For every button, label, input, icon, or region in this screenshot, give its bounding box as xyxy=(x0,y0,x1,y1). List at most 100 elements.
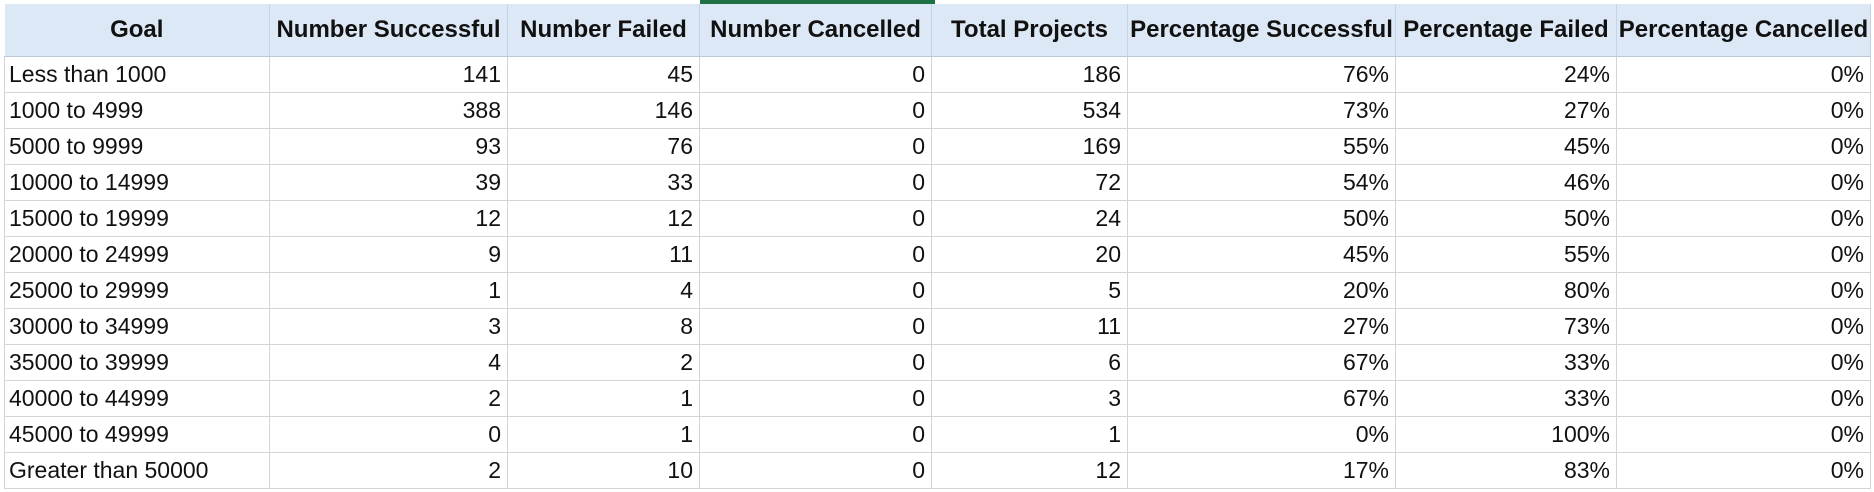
percentage-cancelled-cell[interactable]: 0% xyxy=(1616,236,1871,273)
header-number-failed[interactable]: Number Failed xyxy=(507,4,700,57)
header-percentage-successful[interactable]: Percentage Successful xyxy=(1127,4,1396,57)
total-projects-cell[interactable]: 5 xyxy=(931,272,1128,309)
number-cancelled-cell[interactable]: 0 xyxy=(699,380,932,417)
percentage-failed-cell[interactable]: 46% xyxy=(1395,164,1617,201)
percentage-successful-cell[interactable]: 17% xyxy=(1127,452,1396,489)
percentage-successful-cell[interactable]: 50% xyxy=(1127,200,1396,237)
percentage-successful-cell[interactable]: 54% xyxy=(1127,164,1396,201)
total-projects-cell[interactable]: 3 xyxy=(931,380,1128,417)
percentage-cancelled-cell[interactable]: 0% xyxy=(1616,200,1871,237)
header-percentage-cancelled[interactable]: Percentage Cancelled xyxy=(1616,4,1871,57)
number-failed-cell[interactable]: 76 xyxy=(507,128,700,165)
percentage-cancelled-cell[interactable]: 0% xyxy=(1616,164,1871,201)
total-projects-cell[interactable]: 169 xyxy=(931,128,1128,165)
number-successful-cell[interactable]: 388 xyxy=(269,92,508,129)
goal-cell[interactable]: 5000 to 9999 xyxy=(4,128,270,165)
percentage-successful-cell[interactable]: 67% xyxy=(1127,380,1396,417)
goal-cell[interactable]: 1000 to 4999 xyxy=(4,92,270,129)
goal-cell[interactable]: 35000 to 39999 xyxy=(4,344,270,381)
percentage-failed-cell[interactable]: 33% xyxy=(1395,344,1617,381)
number-cancelled-cell[interactable]: 0 xyxy=(699,272,932,309)
number-successful-cell[interactable]: 4 xyxy=(269,344,508,381)
percentage-failed-cell[interactable]: 50% xyxy=(1395,200,1617,237)
total-projects-cell[interactable]: 72 xyxy=(931,164,1128,201)
percentage-failed-cell[interactable]: 55% xyxy=(1395,236,1617,273)
percentage-failed-cell[interactable]: 33% xyxy=(1395,380,1617,417)
percentage-failed-cell[interactable]: 100% xyxy=(1395,416,1617,453)
number-cancelled-cell[interactable]: 0 xyxy=(699,308,932,345)
percentage-failed-cell[interactable]: 83% xyxy=(1395,452,1617,489)
percentage-failed-cell[interactable]: 45% xyxy=(1395,128,1617,165)
percentage-cancelled-cell[interactable]: 0% xyxy=(1616,92,1871,129)
percentage-failed-cell[interactable]: 80% xyxy=(1395,272,1617,309)
percentage-failed-cell[interactable]: 24% xyxy=(1395,56,1617,93)
goal-cell[interactable]: 40000 to 44999 xyxy=(4,380,270,417)
number-cancelled-cell[interactable]: 0 xyxy=(699,236,932,273)
number-cancelled-cell[interactable]: 0 xyxy=(699,128,932,165)
number-failed-cell[interactable]: 1 xyxy=(507,416,700,453)
total-projects-cell[interactable]: 24 xyxy=(931,200,1128,237)
goal-cell[interactable]: 30000 to 34999 xyxy=(4,308,270,345)
goal-cell[interactable]: 15000 to 19999 xyxy=(4,200,270,237)
total-projects-cell[interactable]: 186 xyxy=(931,56,1128,93)
percentage-cancelled-cell[interactable]: 0% xyxy=(1616,128,1871,165)
percentage-cancelled-cell[interactable]: 0% xyxy=(1616,344,1871,381)
number-failed-cell[interactable]: 10 xyxy=(507,452,700,489)
number-failed-cell[interactable]: 33 xyxy=(507,164,700,201)
percentage-cancelled-cell[interactable]: 0% xyxy=(1616,272,1871,309)
percentage-successful-cell[interactable]: 0% xyxy=(1127,416,1396,453)
number-failed-cell[interactable]: 11 xyxy=(507,236,700,273)
percentage-successful-cell[interactable]: 76% xyxy=(1127,56,1396,93)
number-failed-cell[interactable]: 146 xyxy=(507,92,700,129)
number-failed-cell[interactable]: 12 xyxy=(507,200,700,237)
number-cancelled-cell[interactable]: 0 xyxy=(699,164,932,201)
percentage-cancelled-cell[interactable]: 0% xyxy=(1616,56,1871,93)
goal-cell[interactable]: 25000 to 29999 xyxy=(4,272,270,309)
total-projects-cell[interactable]: 12 xyxy=(931,452,1128,489)
number-cancelled-cell[interactable]: 0 xyxy=(699,416,932,453)
number-successful-cell[interactable]: 3 xyxy=(269,308,508,345)
percentage-cancelled-cell[interactable]: 0% xyxy=(1616,452,1871,489)
percentage-successful-cell[interactable]: 55% xyxy=(1127,128,1396,165)
header-percentage-failed[interactable]: Percentage Failed xyxy=(1395,4,1617,57)
number-cancelled-cell[interactable]: 0 xyxy=(699,344,932,381)
number-failed-cell[interactable]: 2 xyxy=(507,344,700,381)
number-failed-cell[interactable]: 4 xyxy=(507,272,700,309)
number-successful-cell[interactable]: 0 xyxy=(269,416,508,453)
goal-cell[interactable]: 10000 to 14999 xyxy=(4,164,270,201)
goal-cell[interactable]: 45000 to 49999 xyxy=(4,416,270,453)
total-projects-cell[interactable]: 1 xyxy=(931,416,1128,453)
number-cancelled-cell[interactable]: 0 xyxy=(699,92,932,129)
number-successful-cell[interactable]: 2 xyxy=(269,380,508,417)
percentage-failed-cell[interactable]: 73% xyxy=(1395,308,1617,345)
total-projects-cell[interactable]: 6 xyxy=(931,344,1128,381)
percentage-cancelled-cell[interactable]: 0% xyxy=(1616,380,1871,417)
number-cancelled-cell[interactable]: 0 xyxy=(699,56,932,93)
total-projects-cell[interactable]: 20 xyxy=(931,236,1128,273)
number-successful-cell[interactable]: 93 xyxy=(269,128,508,165)
percentage-successful-cell[interactable]: 20% xyxy=(1127,272,1396,309)
number-successful-cell[interactable]: 141 xyxy=(269,56,508,93)
goal-cell[interactable]: 20000 to 24999 xyxy=(4,236,270,273)
percentage-successful-cell[interactable]: 67% xyxy=(1127,344,1396,381)
number-cancelled-cell[interactable]: 0 xyxy=(699,452,932,489)
number-failed-cell[interactable]: 45 xyxy=(507,56,700,93)
number-successful-cell[interactable]: 12 xyxy=(269,200,508,237)
percentage-cancelled-cell[interactable]: 0% xyxy=(1616,308,1871,345)
number-successful-cell[interactable]: 9 xyxy=(269,236,508,273)
header-number-cancelled[interactable]: Number Cancelled xyxy=(699,4,932,57)
number-failed-cell[interactable]: 8 xyxy=(507,308,700,345)
number-failed-cell[interactable]: 1 xyxy=(507,380,700,417)
number-successful-cell[interactable]: 39 xyxy=(269,164,508,201)
percentage-successful-cell[interactable]: 27% xyxy=(1127,308,1396,345)
number-successful-cell[interactable]: 1 xyxy=(269,272,508,309)
total-projects-cell[interactable]: 534 xyxy=(931,92,1128,129)
percentage-cancelled-cell[interactable]: 0% xyxy=(1616,416,1871,453)
header-goal[interactable]: Goal xyxy=(4,4,270,57)
number-successful-cell[interactable]: 2 xyxy=(269,452,508,489)
goal-cell[interactable]: Less than 1000 xyxy=(4,56,270,93)
header-total-projects[interactable]: Total Projects xyxy=(931,4,1128,57)
percentage-successful-cell[interactable]: 73% xyxy=(1127,92,1396,129)
header-number-successful[interactable]: Number Successful xyxy=(269,4,508,57)
total-projects-cell[interactable]: 11 xyxy=(931,308,1128,345)
